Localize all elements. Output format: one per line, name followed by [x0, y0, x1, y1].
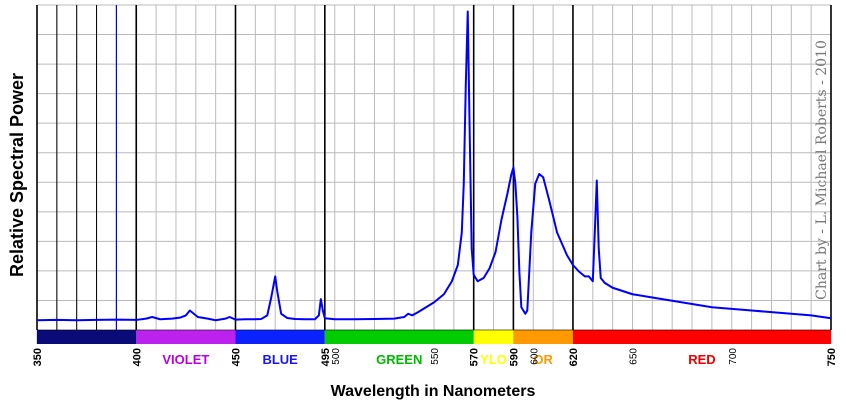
- color-band: [473, 330, 514, 344]
- major-tick-label: 350: [32, 348, 44, 366]
- color-band: [513, 330, 573, 344]
- major-tick-label: 400: [131, 348, 143, 366]
- band-label: YLO: [480, 352, 507, 367]
- y-axis-title: Relative Spectral Power: [7, 73, 27, 277]
- x-axis-title: Wavelength in Nanometers: [331, 383, 536, 400]
- minor-tick-label: 700: [728, 348, 739, 365]
- minor-tick-label: 500: [331, 348, 342, 365]
- color-band: [136, 330, 236, 344]
- band-label: RED: [688, 352, 715, 367]
- minor-tick-label: 550: [430, 348, 441, 365]
- chart-credit: Chart by - L. Michael Roberts - 2010: [814, 40, 830, 300]
- major-tick-label: 590: [508, 348, 520, 366]
- color-band: [572, 330, 831, 344]
- band-labels: VIOLET BLUE GREEN YLO OR RED: [162, 352, 715, 367]
- major-tick-label: 620: [568, 348, 580, 366]
- color-band: [235, 330, 325, 344]
- major-tick-label: 495: [320, 348, 332, 366]
- major-tick-label: 450: [231, 348, 243, 366]
- color-band: [324, 330, 474, 344]
- band-label: BLUE: [262, 352, 298, 367]
- band-label: GREEN: [376, 352, 422, 367]
- series-line: [36, 10, 832, 322]
- major-tick-label: 570: [469, 348, 481, 366]
- band-label: OR: [533, 352, 553, 367]
- major-tick-label: 750: [826, 348, 838, 366]
- minor-tick-label: 600: [529, 348, 540, 365]
- plot-grid: [36, 4, 832, 344]
- minor-tick-label: 650: [629, 348, 640, 365]
- series-layer: [36, 10, 832, 322]
- color-bands: [37, 329, 831, 344]
- band-label: VIOLET: [162, 352, 209, 367]
- color-band: [37, 330, 137, 344]
- x-tick-labels: 350 400 450 495 570 590 620 750 500 550 600 650 700: [32, 348, 838, 367]
